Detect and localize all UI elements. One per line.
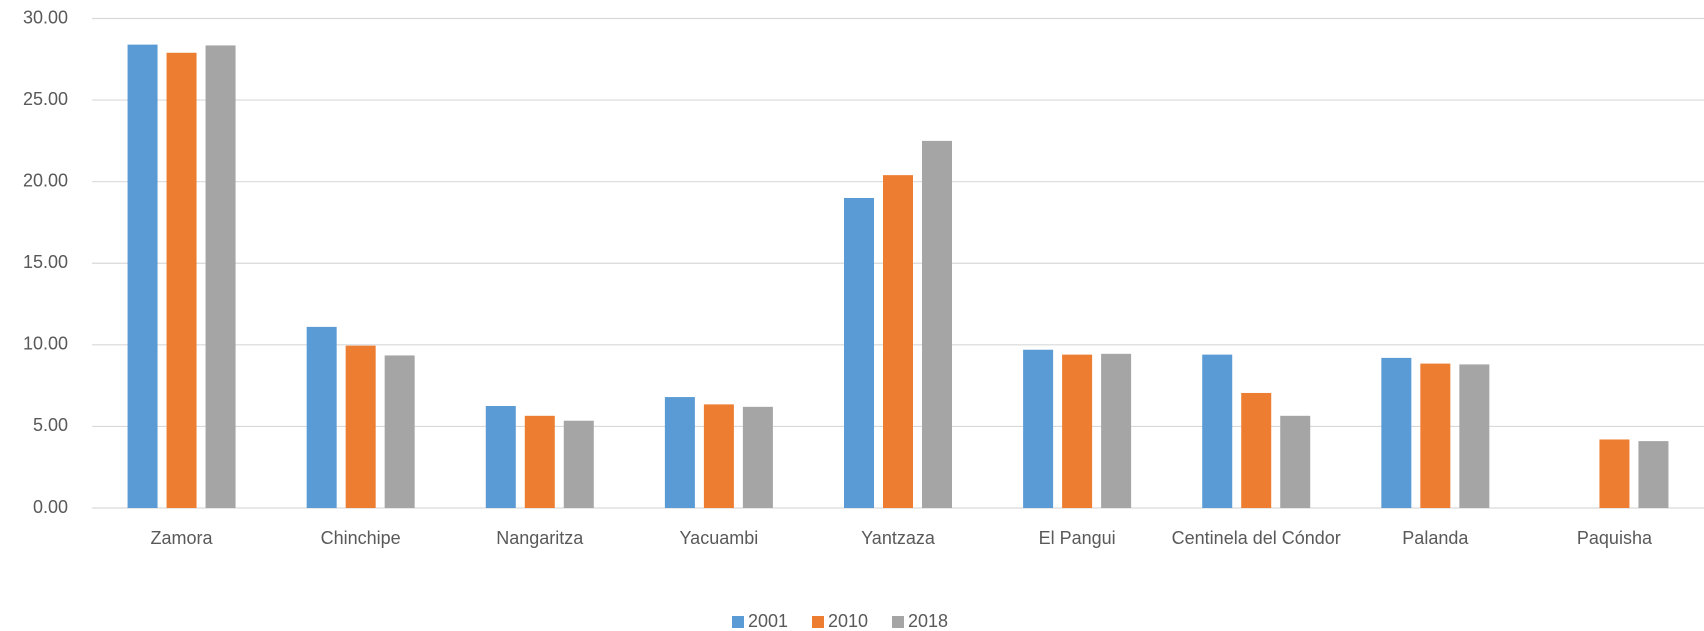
legend-swatch bbox=[732, 616, 744, 628]
bar bbox=[345, 345, 376, 508]
bar bbox=[1241, 392, 1272, 508]
x-tick-label: Palanda bbox=[1402, 528, 1469, 548]
legend-label: 2010 bbox=[828, 611, 868, 631]
legend-label: 2018 bbox=[908, 611, 948, 631]
bar bbox=[306, 326, 337, 508]
y-tick-label: 15.00 bbox=[23, 252, 68, 272]
bar bbox=[922, 140, 952, 508]
x-tick-label: Centinela del Cóndor bbox=[1171, 528, 1341, 548]
bar bbox=[166, 52, 197, 508]
bar bbox=[1638, 441, 1669, 508]
y-tick-label: 0.00 bbox=[33, 497, 68, 517]
bar bbox=[563, 420, 594, 508]
x-tick-label: Zamora bbox=[150, 528, 213, 548]
bar bbox=[1023, 349, 1054, 508]
x-tick-label: Yantzaza bbox=[861, 528, 935, 548]
y-tick-label: 30.00 bbox=[23, 7, 68, 27]
x-tick-label: Nangaritza bbox=[496, 528, 584, 548]
x-tick-label: Yacuambi bbox=[679, 528, 759, 548]
bar bbox=[1202, 354, 1233, 508]
legend-label: 2001 bbox=[748, 611, 788, 631]
y-tick-label: 5.00 bbox=[33, 415, 68, 435]
bar bbox=[485, 406, 516, 508]
bar bbox=[384, 355, 415, 508]
bar bbox=[883, 175, 913, 508]
x-tick-label: Paquisha bbox=[1576, 528, 1652, 548]
bar bbox=[742, 406, 773, 508]
x-tick-label: Chinchipe bbox=[320, 528, 401, 548]
bar bbox=[205, 45, 236, 509]
bar bbox=[1381, 357, 1412, 508]
bar bbox=[664, 397, 695, 508]
bar bbox=[1599, 439, 1630, 508]
legend-swatch bbox=[812, 616, 824, 628]
bar bbox=[844, 197, 874, 508]
bar bbox=[1420, 363, 1451, 508]
y-tick-label: 20.00 bbox=[23, 170, 68, 190]
bar bbox=[1101, 353, 1132, 508]
bar bbox=[127, 44, 158, 509]
bar bbox=[1459, 364, 1490, 508]
bar bbox=[1062, 354, 1093, 508]
y-tick-label: 25.00 bbox=[23, 89, 68, 109]
bar bbox=[703, 404, 734, 508]
bar bbox=[1280, 415, 1311, 508]
bar bbox=[524, 415, 555, 508]
legend-swatch bbox=[892, 616, 904, 628]
x-tick-label: El Pangui bbox=[1038, 528, 1116, 548]
y-tick-label: 10.00 bbox=[23, 334, 68, 354]
